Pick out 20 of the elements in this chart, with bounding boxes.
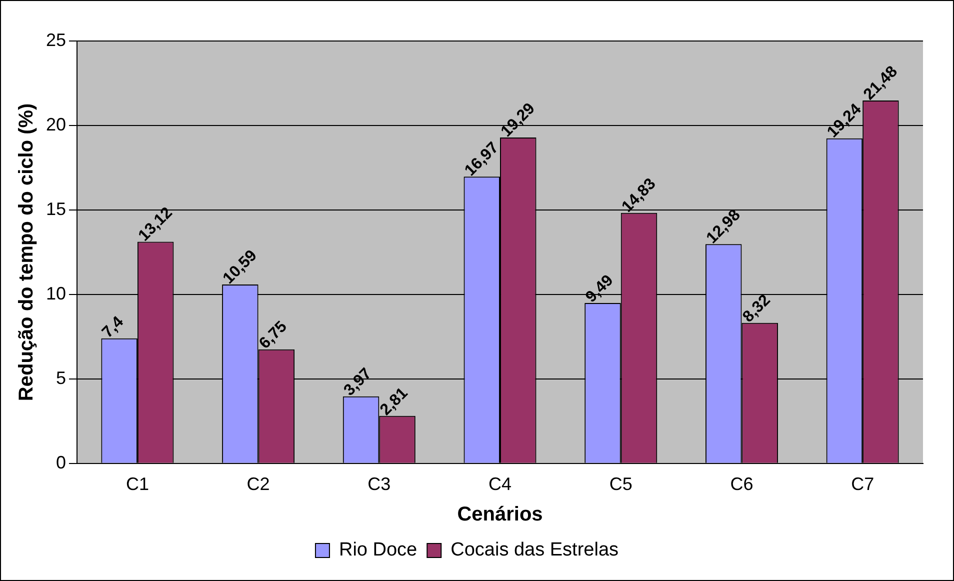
x-tick-label: C4 xyxy=(488,474,512,494)
y-tick-label: 15 xyxy=(46,198,66,219)
y-tick-label: 5 xyxy=(56,368,66,388)
legend-label: Cocais das Estrelas xyxy=(450,540,619,561)
y-tick-label: 10 xyxy=(46,283,66,304)
x-tick-label: C2 xyxy=(246,474,270,494)
legend-label: Rio Doce xyxy=(338,540,418,561)
y-tick-label: 25 xyxy=(46,30,66,50)
y-tick-label: 20 xyxy=(46,114,66,134)
data-label: 8,32 xyxy=(740,292,774,326)
data-label: 7,4 xyxy=(99,313,128,342)
x-tick-label: C1 xyxy=(126,474,149,494)
x-tick-label: C7 xyxy=(851,474,874,494)
y-axis-title: Redução do tempo do ciclo (%) xyxy=(16,103,38,402)
x-tick-label: C3 xyxy=(368,474,391,494)
x-tick-label: C6 xyxy=(730,474,754,494)
data-label: 6,75 xyxy=(256,318,290,352)
x-tick-label: C5 xyxy=(609,474,632,494)
x-axis-title: Cenários xyxy=(457,504,543,526)
y-tick-label: 0 xyxy=(56,452,66,472)
